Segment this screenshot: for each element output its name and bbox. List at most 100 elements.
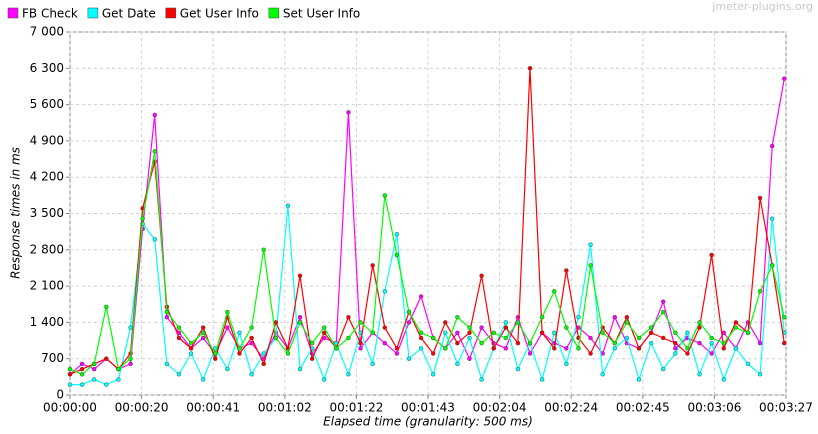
data-point: [539, 330, 545, 335]
data-point: [757, 195, 763, 201]
watermark: jmeter-plugins.org: [711, 0, 813, 13]
data-point: [152, 149, 157, 154]
data-point: [382, 325, 387, 330]
data-point: [564, 346, 569, 351]
data-point: [322, 330, 327, 335]
data-point: [249, 372, 254, 377]
data-point: [382, 340, 387, 346]
data-point: [176, 335, 182, 341]
data-point: [491, 330, 496, 335]
y-tick-label: 6 300: [30, 61, 64, 75]
data-point: [79, 382, 85, 387]
x-tick-label: 00:00:20: [115, 401, 169, 415]
x-tick-label: 00:02:45: [616, 401, 670, 415]
data-point: [237, 330, 242, 335]
data-point: [757, 289, 763, 294]
x-axis-title: Elapsed time (granularity: 500 ms): [323, 415, 533, 429]
data-point: [309, 340, 315, 346]
data-point: [188, 351, 194, 356]
data-point: [297, 315, 303, 320]
data-point: [455, 340, 460, 346]
data-point: [285, 351, 291, 356]
data-point: [406, 309, 412, 315]
data-point: [782, 315, 787, 320]
data-point: [382, 193, 387, 198]
data-point: [733, 325, 739, 330]
data-point: [322, 325, 327, 330]
x-tick-label: 00:03:27: [759, 401, 813, 415]
data-point: [128, 361, 133, 367]
data-point: [757, 372, 763, 377]
x-tick-label: 00:03:06: [687, 401, 741, 415]
data-point: [140, 216, 145, 221]
data-point: [576, 315, 581, 320]
data-point: [418, 330, 424, 335]
data-point: [225, 366, 230, 372]
data-point: [67, 366, 73, 372]
y-tick-label: 5 600: [30, 97, 64, 111]
data-point: [491, 346, 496, 351]
data-point: [624, 315, 630, 320]
data-point: [552, 346, 557, 351]
data-point: [443, 346, 448, 351]
data-point: [443, 320, 448, 325]
y-tick-label: 4 900: [30, 133, 64, 147]
data-point: [394, 346, 400, 351]
data-point: [661, 309, 666, 315]
data-point: [418, 346, 424, 351]
data-point: [455, 315, 460, 320]
data-point: [430, 351, 436, 356]
data-point: [709, 340, 714, 346]
data-point: [733, 346, 739, 351]
data-point: [406, 356, 412, 361]
data-point: [636, 346, 642, 351]
x-tick-label: 00:02:04: [473, 401, 527, 415]
data-point: [612, 315, 617, 320]
data-point: [225, 325, 230, 330]
data-point: [757, 340, 763, 346]
data-point: [370, 330, 375, 335]
data-point: [552, 289, 557, 294]
data-point: [527, 351, 533, 356]
data-point: [576, 346, 581, 351]
y-tick-label: 700: [41, 351, 64, 365]
data-point: [152, 237, 157, 242]
data-point: [612, 340, 617, 346]
data-point: [455, 361, 460, 367]
data-point: [92, 361, 97, 367]
y-tick-label: 2 800: [30, 242, 64, 256]
x-tick-label: 00:02:24: [544, 401, 598, 415]
data-point: [455, 330, 460, 335]
data-point: [745, 330, 751, 335]
data-point: [358, 320, 363, 325]
data-point: [261, 361, 266, 367]
data-point: [188, 340, 194, 346]
data-point: [685, 330, 690, 335]
data-point: [92, 366, 97, 372]
data-point: [346, 315, 351, 320]
data-point: [346, 335, 351, 341]
data-point: [733, 320, 739, 325]
data-point: [673, 330, 678, 335]
data-point: [430, 372, 436, 377]
data-point: [539, 315, 545, 320]
data-point: [116, 366, 121, 372]
data-point: [297, 366, 303, 372]
data-point: [479, 377, 484, 382]
series-line: [69, 78, 785, 375]
data-point: [503, 335, 509, 341]
data-point: [612, 346, 617, 351]
data-point: [297, 273, 303, 278]
data-point: [745, 361, 751, 367]
x-tick-label: 00:01:43: [401, 401, 455, 415]
data-point: [394, 351, 400, 356]
x-tick-label: 00:01:02: [258, 401, 312, 415]
legend-label: FB Check: [22, 7, 78, 21]
data-point: [515, 366, 521, 372]
data-point: [309, 356, 315, 361]
data-point: [176, 372, 182, 377]
data-point: [515, 320, 521, 325]
data-point: [358, 340, 363, 346]
data-point: [673, 351, 678, 356]
data-point: [164, 315, 170, 320]
